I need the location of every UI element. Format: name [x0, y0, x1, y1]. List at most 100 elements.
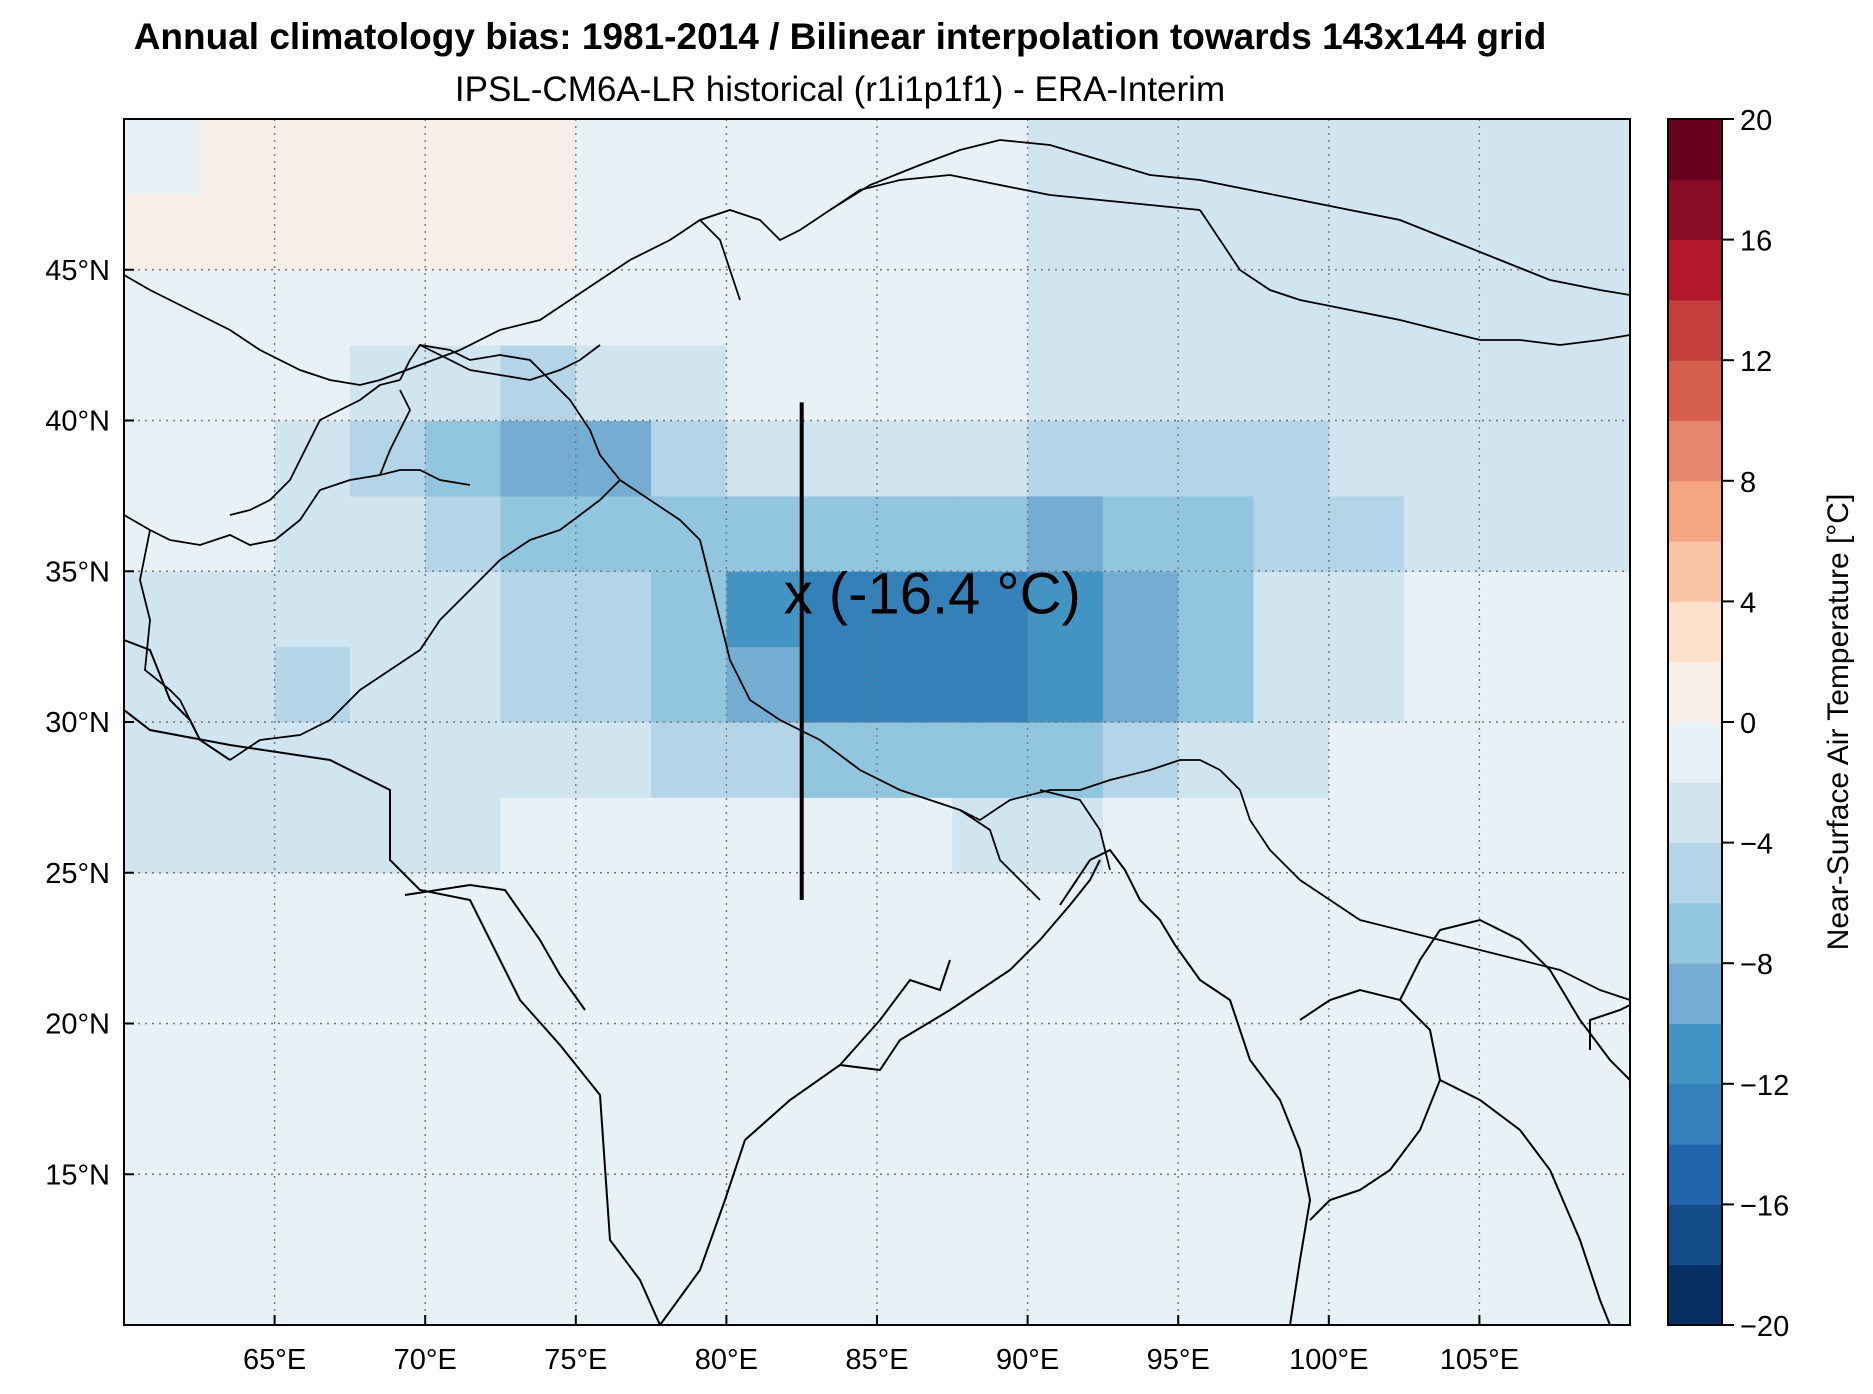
bias-cell	[1404, 269, 1480, 346]
bias-cell	[1479, 1174, 1556, 1251]
bias-cell	[199, 722, 276, 798]
bias-cell	[877, 571, 953, 648]
bias-cell	[575, 1249, 652, 1325]
bias-cell	[274, 1023, 351, 1100]
bias-cell	[199, 571, 276, 648]
bias-cell	[952, 571, 1029, 648]
bias-cell	[349, 119, 426, 195]
colorbar-segment	[1668, 119, 1722, 180]
chart-title: Annual climatology bias: 1981-2014 / Bil…	[133, 16, 1547, 57]
bias-cell	[1328, 722, 1405, 798]
bias-cell	[952, 1249, 1029, 1325]
bias-cell	[952, 646, 1029, 723]
bias-cell	[1178, 1098, 1254, 1175]
bias-cell	[425, 571, 501, 648]
bias-cell	[500, 420, 577, 497]
bias-cell	[500, 1098, 577, 1175]
bias-cell	[1479, 722, 1556, 798]
bias-cell	[952, 1174, 1029, 1251]
bias-cell	[500, 1023, 577, 1100]
bias-cell	[1253, 872, 1330, 949]
colorbar-tick-label: −12	[1740, 1070, 1789, 1102]
bias-cell	[199, 269, 276, 346]
bias-cell	[274, 722, 351, 798]
bias-cell	[1479, 948, 1556, 1024]
colorbar-tick-label: −8	[1740, 949, 1773, 981]
bias-cell	[1404, 646, 1480, 723]
bias-cell	[801, 1174, 878, 1251]
bias-cell	[651, 1098, 727, 1175]
bias-cell	[1404, 194, 1480, 271]
bias-cell	[651, 722, 727, 798]
bias-cell	[425, 1249, 501, 1325]
bias-cell	[575, 1098, 652, 1175]
colorbar-tick-label: 4	[1740, 587, 1756, 619]
bias-cell	[801, 345, 878, 421]
bias-cell	[349, 1174, 426, 1251]
bias-cell	[1479, 646, 1556, 723]
bias-cell	[199, 194, 276, 271]
bias-cell	[1479, 345, 1556, 421]
bias-cell	[1102, 269, 1179, 346]
bias-cell	[726, 1098, 803, 1175]
lat-tick-label: 30°N	[45, 707, 110, 739]
lon-tick-label: 100°E	[1289, 1344, 1368, 1376]
bias-cell	[1404, 872, 1480, 949]
bias-cell	[877, 420, 953, 497]
bias-cell	[801, 420, 878, 497]
bias-cell	[575, 797, 652, 874]
bias-cell	[274, 194, 351, 271]
bias-cell	[877, 1249, 953, 1325]
lon-tick-label: 95°E	[1147, 1344, 1210, 1376]
bias-cell	[877, 872, 953, 949]
bias-cell	[1253, 722, 1330, 798]
bias-cell	[575, 420, 652, 497]
bias-cell	[1479, 872, 1556, 949]
colorbar-tick-label: −20	[1740, 1311, 1789, 1343]
bias-cell	[651, 1249, 727, 1325]
bias-cell	[952, 948, 1029, 1024]
bias-cell	[1102, 1023, 1179, 1100]
bias-cell	[1554, 1098, 1630, 1175]
bias-cell	[726, 872, 803, 949]
lat-tick-label: 45°N	[45, 255, 110, 287]
bias-cell	[1404, 797, 1480, 874]
bias-cell	[726, 495, 803, 572]
bias-cell	[274, 1174, 351, 1251]
bias-cell	[1102, 646, 1179, 723]
bias-cell	[274, 119, 351, 195]
bias-cell	[726, 948, 803, 1024]
bias-cell	[1479, 571, 1556, 648]
bias-cell	[877, 1023, 953, 1100]
bias-cell	[726, 119, 803, 195]
colorbar-segment	[1668, 1204, 1722, 1266]
bias-cell	[500, 646, 577, 723]
colorbar-tick-label: −4	[1740, 829, 1773, 861]
bias-cell	[1404, 345, 1480, 421]
bias-cell	[500, 1249, 577, 1325]
bias-cell	[1328, 872, 1405, 949]
bias-cell	[349, 797, 426, 874]
colorbar-segment	[1668, 601, 1722, 663]
bias-cell	[1404, 1174, 1480, 1251]
bias-cell	[500, 1174, 577, 1251]
bias-cell	[952, 194, 1029, 271]
bias-cell	[199, 1174, 276, 1251]
bias-cell	[1479, 495, 1556, 572]
colorbar-segment	[1668, 360, 1722, 421]
bias-cell	[1027, 420, 1104, 497]
bias-cell	[801, 194, 878, 271]
bias-cell	[651, 194, 727, 271]
colorbar-segment	[1668, 480, 1722, 542]
bias-cell	[1253, 269, 1330, 346]
lon-tick-label: 105°E	[1440, 1344, 1519, 1376]
colorbar-tick-label: 8	[1740, 467, 1756, 499]
bias-cell	[1178, 194, 1254, 271]
bias-cell	[801, 495, 878, 572]
bias-cell	[651, 420, 727, 497]
bias-cell	[1027, 1174, 1104, 1251]
bias-cell	[349, 495, 426, 572]
bias-cell	[124, 1249, 200, 1325]
bias-cell	[651, 1174, 727, 1251]
lon-tick-label: 85°E	[845, 1344, 908, 1376]
